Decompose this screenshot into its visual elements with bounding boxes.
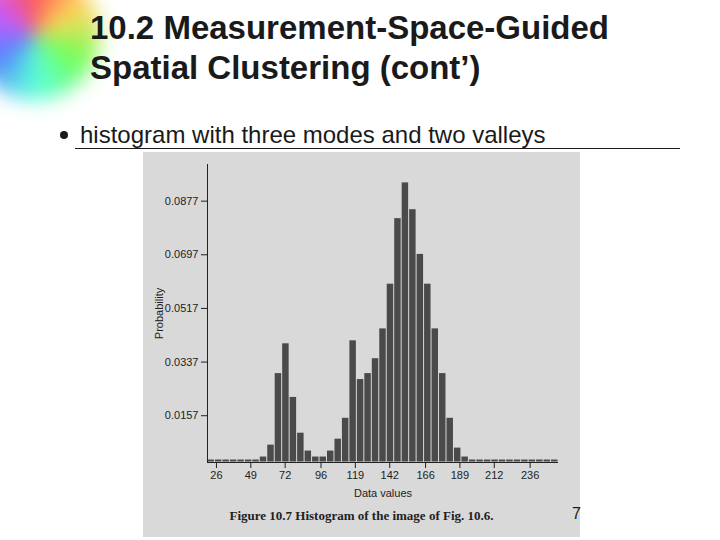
svg-text:189: 189 (451, 469, 469, 481)
html-text:7: 7 (572, 505, 581, 522)
svg-text:0.0697: 0.0697 (165, 248, 199, 260)
svg-text:72: 72 (279, 469, 291, 481)
svg-text:Data values: Data values (354, 487, 413, 499)
svg-text:119: 119 (347, 469, 365, 481)
svg-text:26: 26 (210, 469, 222, 481)
svg-text:236: 236 (521, 469, 539, 481)
svg-text:96: 96 (315, 469, 327, 481)
svg-text:0.0337: 0.0337 (165, 356, 199, 368)
html-text:histogram with three modes and: histogram with three modes and two valle… (80, 121, 546, 148)
svg-text:0.0877: 0.0877 (165, 195, 199, 207)
svg-text:Probability: Probability (153, 287, 165, 339)
html-text:10.2 Measurement-Space-Guided: 10.2 Measurement-Space-Guided Spatial Cl… (90, 9, 609, 86)
svg-text:0.0157: 0.0157 (165, 409, 199, 421)
svg-text:142: 142 (381, 469, 399, 481)
svg-text:212: 212 (485, 469, 503, 481)
svg-text:166: 166 (416, 469, 434, 481)
svg-text:0.0517: 0.0517 (165, 302, 199, 314)
html-text:Figure 10.7 Histogram of the i: Figure 10.7 Histogram of the image of Fi… (229, 508, 494, 523)
svg-text:49: 49 (245, 469, 257, 481)
